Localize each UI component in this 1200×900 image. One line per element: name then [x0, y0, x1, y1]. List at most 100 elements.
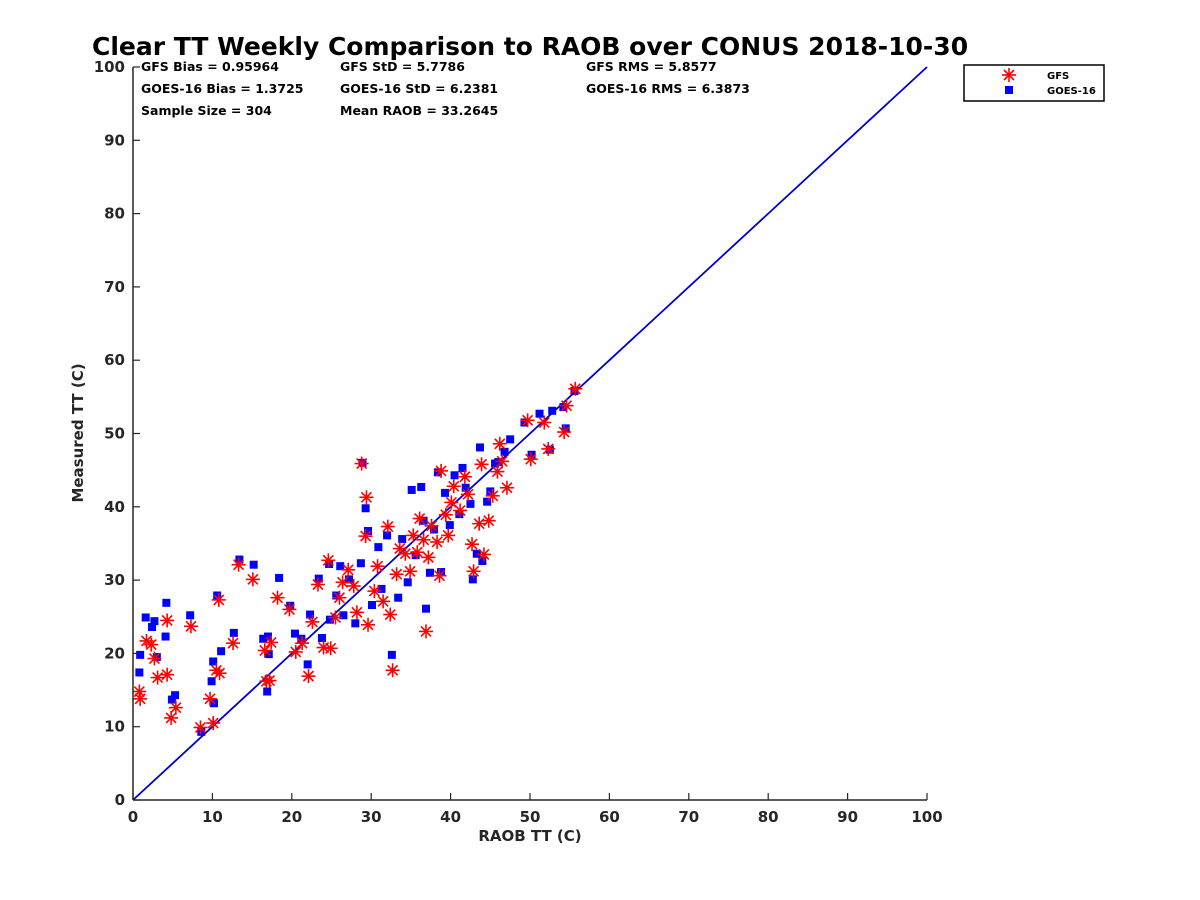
goes16-point: [506, 435, 515, 444]
gfs-point: [472, 516, 487, 531]
goes16-point: [425, 568, 434, 577]
legend-gfs-marker-icon: [1002, 68, 1016, 82]
x-tick-label: 80: [758, 808, 779, 826]
y-tick-label: 10: [104, 718, 125, 736]
gfs-point: [398, 546, 413, 561]
gfs-point: [406, 528, 421, 543]
goes16-point: [364, 526, 373, 535]
gfs-point: [332, 590, 347, 605]
goes16-point: [367, 601, 376, 610]
gfs-point: [537, 415, 552, 430]
goes16-point: [136, 650, 145, 659]
goes16-point: [161, 632, 170, 641]
goes16-point: [411, 551, 420, 560]
y-tick-label: 90: [104, 131, 125, 149]
one-to-one-reference-line: [132, 66, 928, 801]
gfs-point: [349, 605, 364, 620]
goes16-point: [303, 660, 312, 669]
gfs-point: [257, 643, 272, 658]
gfs-point: [160, 667, 175, 682]
y-tick-label: 70: [104, 278, 125, 296]
gfs-point: [403, 564, 418, 579]
goes16-point: [171, 691, 180, 700]
x-tick-label: 100: [911, 808, 942, 826]
gfs-point: [434, 463, 449, 478]
gfs-point: [438, 507, 453, 522]
gfs-point: [354, 456, 369, 471]
goes16-point: [377, 584, 386, 593]
goes16-point: [387, 650, 396, 659]
goes16-point: [561, 424, 570, 433]
y-tick-label: 60: [104, 351, 125, 369]
gfs-point: [465, 537, 480, 552]
gfs-point: [492, 436, 507, 451]
gfs-point: [495, 454, 510, 469]
goes16-point: [306, 610, 315, 619]
legend-box: [963, 64, 1105, 102]
legend-gfs-label: GFS: [1047, 71, 1069, 82]
gfs-bias: GFS Bias = 0.95964: [141, 59, 279, 74]
gfs-point: [321, 553, 336, 568]
goes16-point: [559, 403, 568, 412]
gfs-point: [568, 381, 583, 396]
gfs-point: [295, 636, 310, 651]
goes16-point: [417, 483, 426, 492]
goes16-point: [135, 668, 144, 677]
goes16-point: [263, 632, 272, 641]
goes16-point: [361, 504, 370, 513]
legend-goes16-marker-icon: [1005, 86, 1013, 94]
gfs-point: [212, 666, 227, 681]
gfs-point: [376, 594, 391, 609]
x-tick-label: 10: [202, 808, 223, 826]
gfs-point: [231, 557, 246, 572]
gfs-point: [466, 564, 481, 579]
goes16-point: [207, 677, 216, 686]
goes16-point: [351, 619, 360, 628]
gfs-point: [476, 547, 491, 562]
gfs-point: [453, 503, 468, 518]
gfs-point: [421, 550, 436, 565]
gfs-point: [335, 575, 350, 590]
gfs-point: [311, 577, 326, 592]
goes16-point: [162, 598, 171, 607]
mean-raob: Mean RAOB = 33.2645: [340, 103, 498, 118]
gfs-point: [346, 578, 361, 593]
legend-goes16-label: GOES-16: [1047, 86, 1096, 97]
goes16-point: [325, 615, 334, 624]
goes16-point: [433, 468, 442, 477]
goes16-point: [407, 485, 416, 494]
goes16-point: [290, 629, 299, 638]
gfs-point: [385, 663, 400, 678]
goes16-point: [441, 488, 450, 497]
gfs-point: [441, 528, 456, 543]
goes16-point: [394, 593, 403, 602]
chart-title: Clear TT Weekly Comparison to RAOB over …: [92, 32, 968, 61]
gfs-point: [457, 469, 472, 484]
goes16-point: [403, 578, 412, 587]
x-tick-label: 20: [281, 808, 302, 826]
goes16-std: GOES-16 StD = 6.2381: [340, 81, 498, 96]
gfs-point: [499, 480, 514, 495]
gfs-point: [183, 619, 198, 634]
goes16-point: [150, 617, 159, 626]
x-axis-label: RAOB TT (C): [478, 827, 581, 845]
goes16-point: [419, 516, 428, 525]
gfs-point: [160, 613, 175, 628]
goes16-point: [344, 575, 353, 584]
x-tick-label: 60: [599, 808, 620, 826]
gfs-point: [416, 532, 431, 547]
gfs-point: [226, 636, 241, 651]
y-axis-label: Measured TT (C): [69, 363, 87, 502]
gfs-point: [358, 529, 373, 544]
scatter-layer: [132, 66, 928, 801]
gfs-point: [164, 710, 179, 725]
gfs-point: [481, 513, 496, 528]
gfs-point: [206, 716, 221, 731]
y-tick-label: 20: [104, 644, 125, 662]
goes16-point: [339, 611, 348, 620]
goes16-point: [437, 568, 446, 577]
gfs-point: [270, 590, 285, 605]
x-tick-label: 0: [128, 808, 138, 826]
goes16-point: [500, 447, 509, 456]
